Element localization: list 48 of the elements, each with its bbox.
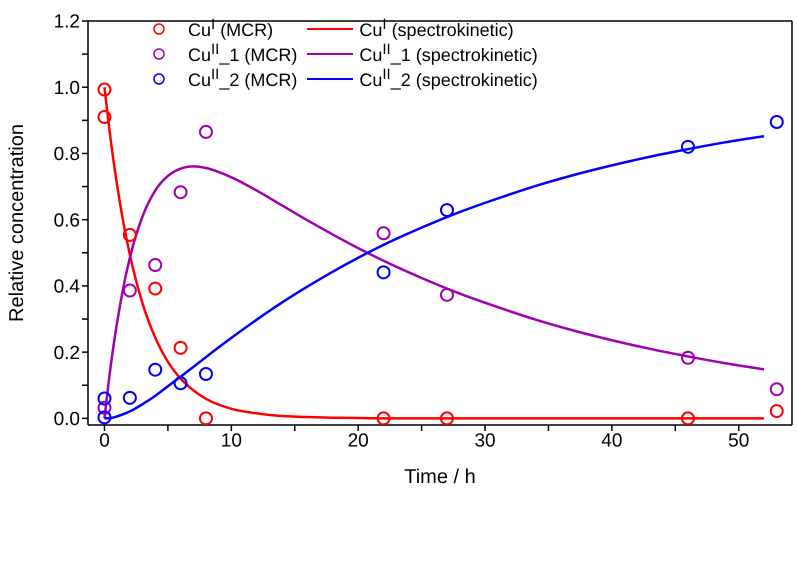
- x-tick-label: 0: [99, 430, 110, 452]
- point: [122, 390, 137, 405]
- legend-label: Cu$^{II}$_2 (spectrokinetic): [359, 66, 538, 91]
- point: [376, 226, 391, 240]
- point: [97, 110, 112, 124]
- point: [680, 350, 695, 365]
- point: [148, 282, 162, 296]
- y-tick-label: 1.0: [54, 78, 80, 99]
- point: [122, 284, 137, 298]
- point: [148, 258, 162, 272]
- point: [122, 228, 137, 242]
- point: [174, 376, 188, 390]
- y-tick-label: 0.0: [54, 409, 80, 430]
- point: [198, 124, 213, 139]
- point: [440, 411, 454, 425]
- x-tick-label: 50: [728, 430, 750, 452]
- point: [680, 411, 695, 425]
- legend-label: Cu$^{II}$_2 (MCR): [188, 66, 298, 91]
- x-tick-label: 40: [601, 430, 622, 452]
- y-tick-label: 0.4: [54, 276, 80, 298]
- x-tick-label: 10: [220, 430, 242, 452]
- legend-label: Cu$^{II}$_1 (MCR): [188, 41, 298, 66]
- point: [97, 410, 112, 424]
- x-tick-label: 30: [474, 430, 496, 452]
- point: [97, 392, 112, 406]
- x-axis-title: Time / h: [404, 466, 476, 488]
- point: [770, 115, 784, 129]
- y-tick-label: 0.6: [54, 210, 80, 232]
- point: [440, 288, 454, 302]
- point: [770, 404, 784, 418]
- point: [770, 382, 784, 396]
- point: [376, 265, 391, 280]
- point: [97, 400, 112, 415]
- point: [680, 140, 695, 154]
- x-tick-label: 20: [348, 430, 369, 452]
- point: [174, 185, 188, 200]
- y-tick-label: 0.2: [54, 342, 80, 364]
- point: [198, 411, 213, 425]
- y-axis-title: Relative concentration: [6, 124, 28, 322]
- point: [440, 203, 454, 218]
- point: [97, 82, 112, 97]
- legend-label: Cu$^{II}$_1 (spectrokinetic): [359, 41, 538, 66]
- y-tick-label: 1.2: [54, 12, 80, 33]
- y-tick-label: 0.8: [54, 144, 80, 166]
- point: [376, 411, 391, 425]
- point: [198, 367, 213, 382]
- point: [174, 340, 188, 355]
- point: [148, 362, 162, 377]
